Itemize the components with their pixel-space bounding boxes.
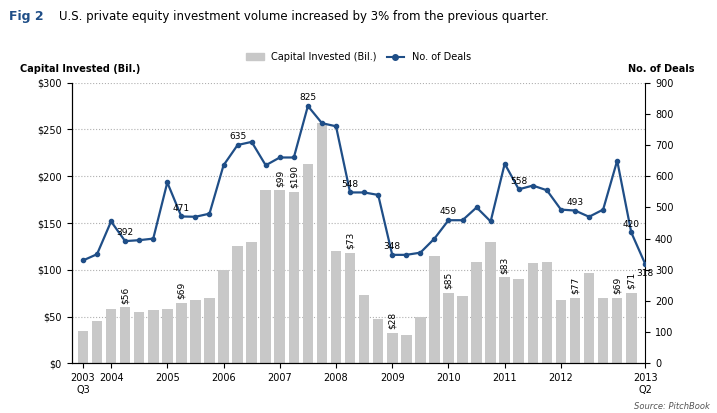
Bar [331,251,341,363]
Text: $56: $56 [120,286,130,304]
Bar [485,242,496,363]
Bar [92,321,103,363]
Bar [513,279,524,363]
Text: No. of Deals: No. of Deals [627,64,694,74]
Bar [218,270,229,363]
Text: 825: 825 [299,93,316,102]
Bar [176,303,186,363]
Bar [401,335,412,363]
Text: 558: 558 [511,177,528,185]
Text: Fig 2: Fig 2 [9,10,44,23]
Bar [106,309,116,363]
Text: 459: 459 [440,207,457,216]
Text: $71: $71 [627,272,636,290]
Text: Source: PitchBook: Source: PitchBook [634,402,710,411]
Text: 348: 348 [384,242,401,251]
Legend: Capital Invested (Bil.), No. of Deals: Capital Invested (Bil.), No. of Deals [242,48,475,66]
Text: $77: $77 [571,277,579,294]
Bar [247,242,257,363]
Text: 420: 420 [623,220,640,229]
Bar [204,298,215,363]
Bar [528,263,538,363]
Text: 471: 471 [173,204,190,213]
Bar [275,190,285,363]
Bar [317,123,327,363]
Bar [457,296,467,363]
Text: $28: $28 [388,312,397,329]
Bar [260,190,271,363]
Bar [190,300,201,363]
Bar [429,256,440,363]
Bar [288,192,299,363]
Text: $190: $190 [290,165,298,188]
Bar [598,298,609,363]
Bar [471,262,482,363]
Bar [415,317,426,363]
Bar [626,293,637,363]
Bar [120,307,130,363]
Text: 493: 493 [566,198,584,207]
Bar [134,312,144,363]
Bar [358,295,369,363]
Bar [570,298,580,363]
Bar [232,247,243,363]
Text: $85: $85 [444,272,453,290]
Bar [584,273,594,363]
Bar [443,293,454,363]
Text: $69: $69 [613,277,622,294]
Bar [387,332,397,363]
Text: 548: 548 [341,180,358,189]
Bar [612,298,622,363]
Text: $73: $73 [346,232,355,249]
Bar [373,318,384,363]
Text: Capital Invested (Bil.): Capital Invested (Bil.) [20,64,141,74]
Text: $99: $99 [275,169,284,187]
Bar [162,309,173,363]
Text: 318: 318 [637,268,654,278]
Text: 635: 635 [229,132,246,141]
Bar [77,331,88,363]
Bar [303,164,313,363]
Text: 392: 392 [117,228,133,237]
Bar [345,253,356,363]
Bar [556,300,566,363]
Text: $69: $69 [177,282,186,299]
Text: $83: $83 [500,256,509,273]
Bar [541,262,552,363]
Bar [148,310,158,363]
Text: U.S. private equity investment volume increased by 3% from the previous quarter.: U.S. private equity investment volume in… [59,10,549,23]
Bar [500,277,510,363]
